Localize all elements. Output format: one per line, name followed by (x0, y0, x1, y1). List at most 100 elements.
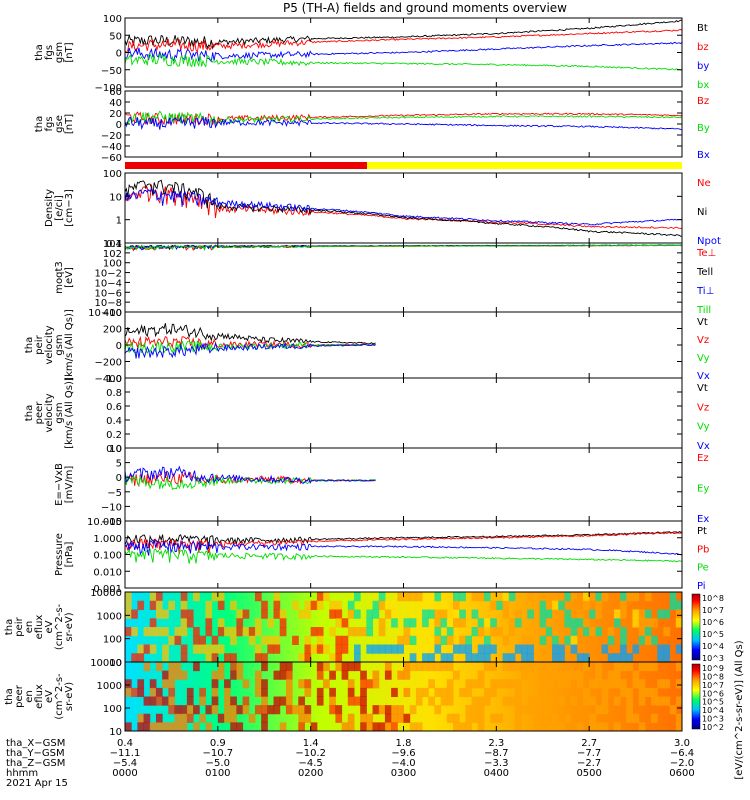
panel-3: Density [e/ci] [cm−3] Ne Ni Npot 100 10 1 0.1 (44, 169, 721, 250)
spectrogram-cell (353, 644, 361, 654)
spectrogram-cell (601, 687, 609, 697)
spectrogram-cell (384, 713, 392, 723)
spectrogram-cell (155, 662, 163, 672)
spectrogram-cell (446, 653, 454, 663)
spectrogram-cell (613, 722, 621, 732)
spectrogram-cell (217, 600, 225, 610)
series-line-ey (125, 473, 376, 491)
spectrogram-cell (360, 705, 367, 715)
xaxis-value: 2.3 (488, 738, 504, 749)
spectrogram-cell (168, 635, 176, 645)
spectrogram-cell (644, 662, 652, 672)
spectrogram-cell (186, 609, 194, 619)
spectrogram-cell (261, 696, 268, 706)
spectrogram-cell (632, 644, 640, 654)
ytick-label: 10 (109, 444, 122, 455)
status-bar-red (125, 162, 367, 169)
ytick-label: 10 (109, 658, 122, 669)
spectrogram-cell (353, 662, 361, 672)
spectrogram-cell (131, 609, 138, 619)
spectrogram-cell (638, 618, 646, 628)
spectrogram-cell (335, 600, 343, 610)
xaxis-value: 0000 (112, 768, 137, 779)
spectrogram-cell (570, 592, 578, 602)
spectrogram-cell (378, 600, 386, 610)
spectrogram-cell (341, 618, 349, 628)
spectrogram-cell (254, 644, 262, 654)
ytick-label: 0.010 (93, 567, 122, 578)
spectrogram-cell (217, 618, 225, 628)
spectrogram-cell (384, 705, 392, 715)
spectrogram-cell (347, 627, 355, 637)
spectrogram-cell (607, 627, 615, 637)
spectrogram-cell (168, 722, 176, 732)
spectrogram-cell (162, 644, 169, 654)
spectrogram-cell (267, 618, 275, 628)
spectrogram-cell (453, 600, 460, 610)
spectrogram-cell (651, 635, 658, 645)
spectrogram-cells (125, 592, 683, 663)
spectrogram-cell (285, 687, 293, 697)
spectrogram-cell (248, 635, 256, 645)
series-line-ex (125, 465, 376, 484)
spectrogram-cell (254, 705, 262, 715)
spectrogram-cell (230, 722, 237, 732)
ytick-label: 0.001 (93, 584, 122, 595)
spectrogram-cell (428, 696, 435, 706)
ylabel-line: sr-eV) (64, 682, 75, 711)
spectrogram-cell (316, 644, 324, 654)
spectrogram-cell (644, 627, 652, 637)
spectrogram-cell (613, 653, 621, 663)
spectrogram-cell (193, 635, 200, 645)
spectrogram-cell (539, 705, 547, 715)
spectrogram-cell (514, 687, 522, 697)
spectrogram-cell (440, 653, 448, 663)
spectrogram-cell (217, 662, 225, 672)
spectrogram-cell (576, 722, 584, 732)
colorbar: 10^8 10^7 10^6 10^5 10^4 10^3 (691, 593, 724, 663)
spectrogram-cell (675, 722, 683, 732)
spectrogram-cell (589, 609, 596, 619)
spectrogram-cell (483, 687, 491, 697)
spectrogram-cell (552, 644, 559, 654)
legend: Vt Vz Vy Vx (697, 383, 710, 452)
spectrogram-cell (626, 653, 633, 663)
spectrogram-cell (143, 696, 151, 706)
spectrogram-cell (663, 653, 671, 663)
spectrogram-cell (527, 696, 534, 706)
spectrogram-cell (620, 600, 627, 610)
spectrogram-cell (236, 705, 244, 715)
spectrogram-cell (329, 609, 336, 619)
spectrogram-cell (539, 670, 547, 680)
colorbar-tick-label: 10^3 (702, 654, 724, 663)
spectrogram-cell (292, 635, 299, 645)
spectrogram-cell (378, 627, 386, 637)
xaxis-value: 0600 (669, 768, 694, 779)
spectrogram-cell (582, 618, 590, 628)
spectrogram-cell (477, 713, 485, 723)
spectrogram-cell (335, 713, 343, 723)
spectrogram-cell (638, 722, 646, 732)
spectrogram-cell (651, 687, 658, 697)
spectrogram-cell (335, 635, 343, 645)
spectrogram-cell (601, 644, 609, 654)
spectrogram-cell (558, 653, 565, 663)
spectrogram-cell (675, 713, 683, 723)
xaxis-value: 0300 (391, 768, 416, 779)
spectrogram-cell (162, 696, 169, 706)
spectrogram-cell (384, 600, 392, 610)
series-group (125, 465, 376, 491)
spectrogram-cell (620, 644, 627, 654)
spectrogram-cell (564, 618, 572, 628)
spectrogram-cell (657, 609, 664, 619)
spectrogram-cell (149, 600, 157, 610)
spectrogram-cell (149, 644, 157, 654)
spectrogram-cell (310, 644, 318, 654)
ytick-label: −100 (95, 83, 122, 94)
ylabel-line: [nPa] (64, 541, 75, 567)
spectrogram-cell (558, 679, 565, 689)
spectrogram-cell (434, 592, 442, 602)
legend-entry: Vt (697, 317, 708, 328)
spectrogram-cell (384, 722, 392, 732)
spectrogram-cell (539, 618, 547, 628)
